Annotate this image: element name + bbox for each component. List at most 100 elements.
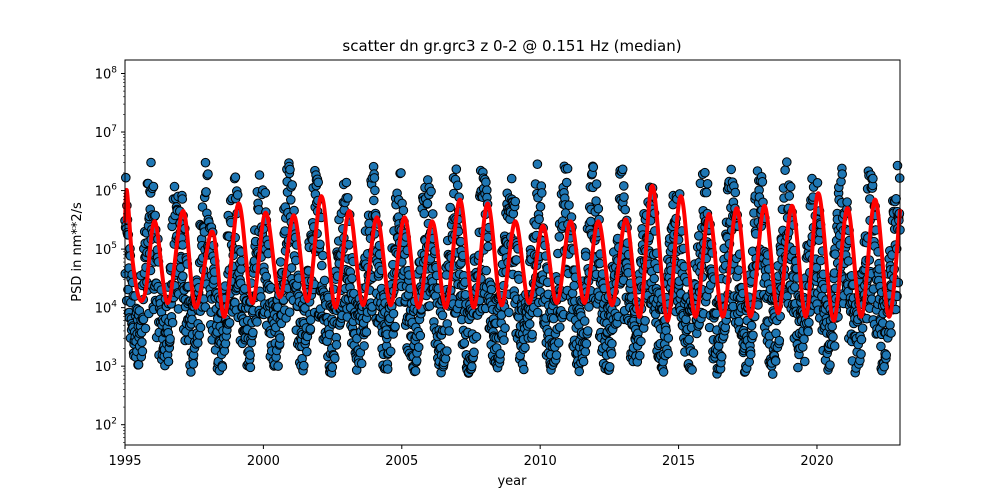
scatter-point [413,342,424,353]
scatter-point [459,338,470,348]
scatter-point [581,338,592,349]
scatter-point [586,216,596,227]
scatter-point [188,359,199,369]
scatter-point [816,255,826,266]
scatter-point [442,346,452,356]
scatter-point [733,265,744,276]
scatter-point [437,310,448,321]
scatter-point [663,333,674,343]
scatter-point [569,280,580,291]
scatter-point [892,160,903,171]
scatter-point [814,235,824,245]
scatter-point [524,319,535,329]
scatter-point [230,172,241,182]
scatter-point [186,367,196,377]
scatter-point [504,307,514,318]
scatter-point [200,157,211,168]
scatter-point [701,187,712,198]
scatter-point [770,356,781,366]
scatter-point [410,366,421,376]
scatter-point [584,302,594,312]
scatter-point [318,250,328,261]
x-axis-title: year [497,474,527,489]
scatter-point [581,251,591,262]
scatter-point [361,327,372,337]
scatter-point [287,180,298,190]
scatter-point [245,350,255,360]
scatter-point [146,157,156,168]
scatter-point [327,362,338,373]
scatter-point [564,200,574,210]
scatter-point [879,361,890,372]
scatter-point [178,271,188,282]
scatter-point [658,367,669,377]
scatter-point [252,317,262,327]
scatter-point [359,341,369,351]
scatter-point [881,350,892,360]
scatter-point [636,336,646,347]
scatter-point [842,197,852,207]
scatter-point [574,366,585,377]
scatter-point [471,331,482,342]
scatter-point [800,356,810,367]
scatter-point [780,165,790,175]
scatter-point [579,316,590,326]
scatter-point [562,163,573,174]
scatter-point [793,362,803,373]
scatter-point [275,257,286,267]
scatter-point [163,356,174,367]
scatter-point [148,181,159,192]
scatter-point [663,348,673,359]
y-axis-title: PSD in nm**2/s [70,202,85,302]
scatter-point [369,195,379,206]
scatter-point [341,177,352,188]
scatter-point [726,164,737,175]
scatter-point [177,240,188,250]
scatter-point [554,232,565,242]
scatter-point [785,182,796,192]
x-tick-label: 2015 [662,454,695,469]
scatter-point [467,361,477,372]
scatter-point [260,188,271,198]
scatter-point [286,195,296,205]
scatter-point [396,168,406,178]
scatter-point [481,265,492,276]
scatter-point [232,190,243,200]
scatter-point [469,347,479,358]
scatter-point [748,330,758,341]
scatter-point [486,284,497,295]
scatter-point [825,360,835,370]
scatter-point [121,172,131,183]
scatter-point [452,180,463,191]
scatter-point [444,326,454,336]
scatter-point [256,292,266,302]
scatter-point [254,170,265,180]
scatter-point [123,284,133,295]
scatter-point [784,191,795,201]
scatter-point [305,324,316,334]
scatter-point [370,185,380,196]
scatter-point [551,350,562,361]
x-tick-label: 2000 [247,454,280,469]
scatter-point [382,364,393,374]
scatter-point [619,192,629,202]
scatter-point [578,356,589,367]
scatter-point [746,320,757,331]
scatter-point [150,210,160,221]
scatter-point [193,338,203,348]
scatter-point [411,356,422,366]
x-tick-label: 2010 [524,454,557,469]
scatter-point [385,346,396,357]
scatter-point [868,173,878,184]
scatter-point [245,362,256,373]
scatter-point [804,317,814,328]
scatter-point [165,334,175,344]
scatter-point [619,181,629,191]
scatter-point [428,209,438,219]
scatter-point [830,249,841,259]
scatter-point [319,275,330,286]
scatter-point [203,169,213,179]
scatter-point [422,198,433,209]
scatter-point [886,328,896,338]
scatter-point [302,346,312,357]
